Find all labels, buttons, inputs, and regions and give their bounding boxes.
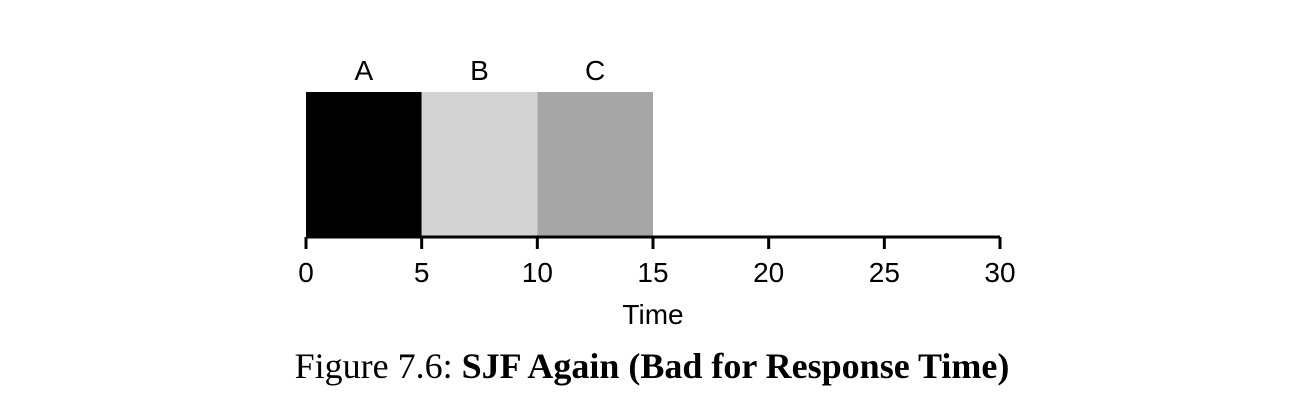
x-tick-label-5: 5 — [414, 257, 430, 288]
segment-label-b: B — [470, 55, 489, 86]
x-tick-label-10: 10 — [522, 257, 553, 288]
x-axis-ticks: 0 5 10 15 20 25 30 — [298, 237, 1016, 288]
gantt-chart: A B C 0 5 10 15 20 25 30 Time — [298, 55, 1016, 330]
x-tick-label-15: 15 — [637, 257, 668, 288]
x-tick-label-25: 25 — [869, 257, 900, 288]
caption-title: SJF Again (Bad for Response Time) — [461, 346, 1010, 386]
segment-c — [537, 92, 653, 237]
segment-label-a: A — [354, 55, 373, 86]
segment-label-c: C — [585, 55, 605, 86]
segment-b — [421, 92, 538, 237]
caption-prefix: Figure 7.6: — [294, 346, 462, 386]
segment-a — [306, 92, 422, 237]
segments-layer: A B C — [306, 55, 653, 237]
figure-caption: Figure 7.6: SJF Again (Bad for Response … — [0, 338, 1304, 394]
x-tick-label-30: 30 — [984, 257, 1015, 288]
x-tick-label-20: 20 — [753, 257, 784, 288]
x-axis-label: Time — [622, 299, 683, 330]
x-tick-label-0: 0 — [298, 257, 314, 288]
